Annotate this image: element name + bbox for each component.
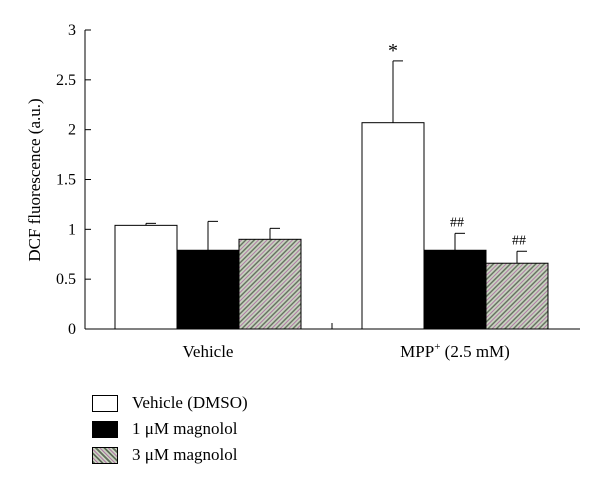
y-tick-label: 1.5 <box>56 172 76 189</box>
y-tick-label: 3 <box>68 22 76 39</box>
significance-annotation: * <box>388 40 398 62</box>
bar <box>485 262 549 330</box>
bar <box>361 122 425 330</box>
legend-swatch-hatched <box>92 446 118 464</box>
legend-item-vehicle-dmso: Vehicle (DMSO) <box>92 392 248 414</box>
legend-item-1um-magnolol: 1 μM magnolol <box>92 418 248 440</box>
x-category-label: MPP+ (2.5 mM) <box>400 341 510 361</box>
y-tick-label: 1 <box>68 221 76 238</box>
x-category-label: Vehicle <box>183 342 234 361</box>
legend-swatch-black <box>92 420 118 438</box>
legend-label: 3 μM magnolol <box>132 445 238 464</box>
y-tick-label: 0.5 <box>56 271 76 288</box>
significance-annotation: ## <box>512 233 526 248</box>
legend-item-3um-magnolol: 3 μM magnolol <box>92 444 248 466</box>
legend-label: 1 μM magnolol <box>132 419 238 438</box>
legend-label: Vehicle (DMSO) <box>132 393 248 412</box>
significance-annotation: ## <box>450 215 464 230</box>
y-axis-label: DCF fluorescence (a.u.) <box>25 98 44 261</box>
bar <box>176 249 240 330</box>
legend-swatch-white <box>92 394 118 412</box>
bar <box>423 249 487 330</box>
bar <box>114 224 178 330</box>
y-tick-label: 2 <box>68 122 76 139</box>
y-tick-label: 2.5 <box>56 72 76 89</box>
y-tick-label: 0 <box>68 321 76 338</box>
bar <box>238 238 302 330</box>
chart-legend: Vehicle (DMSO) 1 μM magnolol 3 μM magnol… <box>92 392 248 470</box>
